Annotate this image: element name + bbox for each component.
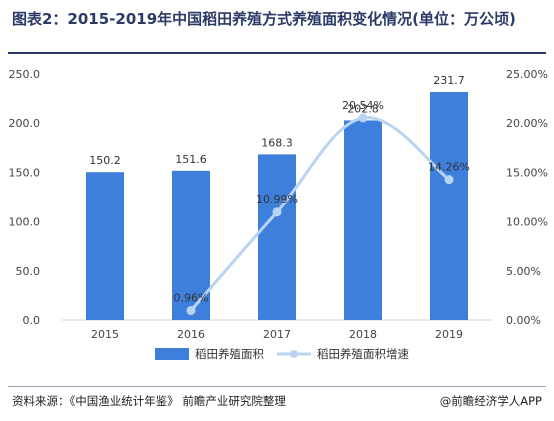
legend: 稻田养殖面积 稻田养殖面积增速 xyxy=(155,347,409,361)
bar xyxy=(258,154,296,320)
growth-data-label: 20.54% xyxy=(342,99,384,112)
growth-data-label: 10.99% xyxy=(256,193,298,206)
y-right-tick-label: 15.00% xyxy=(506,166,548,179)
credit-label: @前瞻经济学人APP xyxy=(439,394,542,408)
y-left-tick-label: 150.0 xyxy=(9,166,41,179)
growth-point xyxy=(272,207,282,217)
y-left-tick-label: 200.0 xyxy=(9,117,41,130)
x-tick-label: 2015 xyxy=(91,328,119,341)
chart-title: 图表2：2015-2019年中国稻田养殖方式养殖面积变化情况(单位：万公顷) xyxy=(12,10,516,28)
x-tick-label: 2017 xyxy=(263,328,291,341)
growth-point xyxy=(358,113,368,123)
y-right-tick-label: 10.00% xyxy=(506,216,548,229)
growth-data-label: 14.26% xyxy=(428,161,470,174)
bar-data-label: 151.6 xyxy=(175,153,207,166)
bar xyxy=(344,120,382,321)
x-tick-label: 2016 xyxy=(177,328,205,341)
bar xyxy=(86,172,124,320)
y-right-tick-label: 5.00% xyxy=(506,265,541,278)
axes: 0.0 50.0 100.0 150.0 200.0 250.0 0.00% 5.00% 10.… xyxy=(9,68,548,341)
growth-data-label: 0.96% xyxy=(174,292,209,305)
y-left-tick-label: 0.0 xyxy=(23,314,41,327)
legend-line-marker xyxy=(290,350,298,358)
bar-data-label: 231.7 xyxy=(433,74,465,87)
title-divider xyxy=(8,52,546,54)
growth-line xyxy=(189,116,450,312)
y-right-tick-label: 25.00% xyxy=(506,68,548,81)
y-right-tick-label: 20.00% xyxy=(506,117,548,130)
legend-bar-label: 稻田养殖面积 xyxy=(195,347,264,361)
bar-data-label: 168.3 xyxy=(261,136,293,149)
x-tick-label: 2019 xyxy=(435,328,463,341)
growth-point xyxy=(186,306,196,316)
footer-divider xyxy=(8,386,546,387)
legend-bar-swatch xyxy=(155,348,189,360)
growth-point xyxy=(444,175,454,185)
bar-data-label: 202.8 xyxy=(347,102,379,115)
y-left-tick-label: 50.0 xyxy=(16,265,41,278)
y-right-tick-label: 0.00% xyxy=(506,314,541,327)
y-left-tick-label: 250.0 xyxy=(9,68,41,81)
y-left-tick-label: 100.0 xyxy=(9,216,41,229)
x-tick-label: 2018 xyxy=(349,328,377,341)
bar-data-label: 150.2 xyxy=(89,154,121,167)
line-series: 0.96% 10.99% 20.54% 14.26% xyxy=(174,99,470,316)
legend-line-label: 稻田养殖面积增速 xyxy=(317,347,409,361)
source-note: 资料来源：《中国渔业统计年鉴》 前瞻产业研究院整理 xyxy=(12,394,286,408)
bar xyxy=(430,92,468,320)
